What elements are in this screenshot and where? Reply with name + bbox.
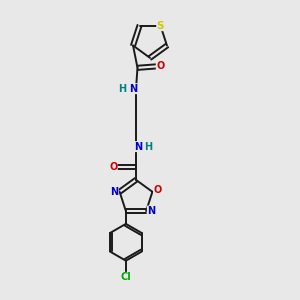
Text: O: O xyxy=(154,185,162,195)
Text: N: N xyxy=(134,142,142,152)
Text: H: H xyxy=(118,84,127,94)
Text: S: S xyxy=(157,21,164,31)
Text: N: N xyxy=(147,206,156,216)
Text: Cl: Cl xyxy=(121,272,131,282)
Text: N: N xyxy=(110,187,118,197)
Text: H: H xyxy=(144,142,153,152)
Text: O: O xyxy=(109,162,117,172)
Text: N: N xyxy=(129,84,137,94)
Text: O: O xyxy=(156,61,164,71)
